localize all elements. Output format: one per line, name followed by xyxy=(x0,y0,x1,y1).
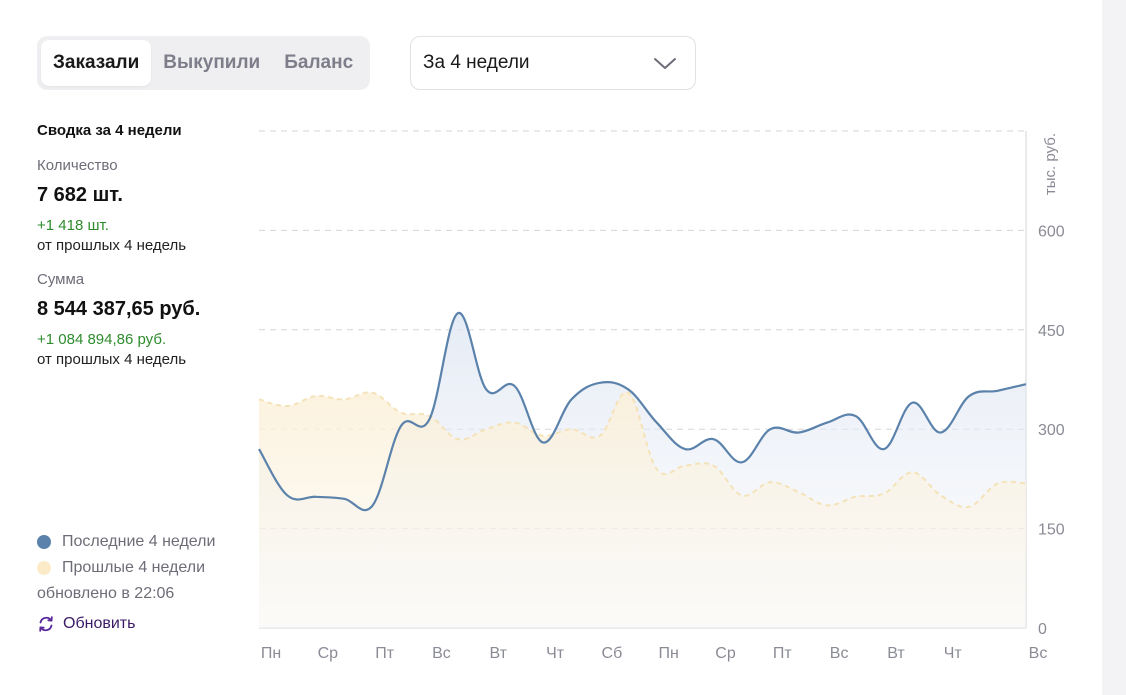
legend-dot-current xyxy=(37,535,51,549)
y-axis-ticks: 0 150 300 450 600 xyxy=(1038,223,1065,638)
x-tick-label: Ср xyxy=(715,645,736,662)
series-lines xyxy=(258,312,1027,512)
legend-label-current: Последние 4 недели xyxy=(62,533,216,550)
quantity-label: Количество xyxy=(37,157,118,174)
legend-dot-previous xyxy=(37,561,51,575)
sum-label: Сумма xyxy=(37,271,85,288)
sum-delta: +1 084 894,86 руб. xyxy=(37,331,167,348)
x-tick-label: Пн xyxy=(659,645,679,662)
x-tick-label: Вт xyxy=(490,645,508,662)
legend-item-current: Последние 4 недели xyxy=(37,529,215,555)
refresh-icon xyxy=(39,616,53,632)
refresh-button[interactable]: Обновить xyxy=(37,615,215,633)
refresh-label: Обновить xyxy=(63,615,136,632)
y-tick-label: 0 xyxy=(1038,621,1047,638)
x-tick-label: Пн xyxy=(261,645,281,662)
updated-time: обновлено в 22:06 xyxy=(37,585,175,602)
summary-title: Сводка за 4 недели xyxy=(37,122,182,139)
sum-delta-caption: от прошлых 4 недель xyxy=(37,351,187,368)
chevron-down-icon xyxy=(654,58,676,69)
legend-item-previous: Прошлые 4 недели xyxy=(37,555,215,581)
x-tick-label: Вс xyxy=(432,645,451,662)
x-tick-label: Пт xyxy=(375,645,395,662)
legend-label-previous: Прошлые 4 недели xyxy=(62,559,206,576)
y-tick-label: 450 xyxy=(1038,323,1065,340)
y-axis-unit-label: тыс. руб. xyxy=(1042,133,1059,195)
y-tick-label: 600 xyxy=(1038,223,1065,240)
x-tick-label: Сб xyxy=(602,645,623,662)
y-tick-label: 300 xyxy=(1038,422,1065,439)
chart-legend: Последние 4 недели Прошлые 4 недели обно… xyxy=(37,529,215,633)
tab-balance[interactable]: Баланс xyxy=(284,52,354,73)
x-axis-ticks: Пн Ср Пт Вс Вт Чт Сб Пн Ср Пт Вс Вт Чт Вс xyxy=(261,645,1048,662)
series-areas xyxy=(259,312,1026,628)
quantity-delta-caption: от прошлых 4 недель xyxy=(37,237,187,254)
metric-tabs: Заказали Выкупили Баланс xyxy=(37,36,370,90)
period-select-value: За 4 недели xyxy=(423,52,530,73)
previous-series-line xyxy=(258,391,1027,509)
x-tick-label: Вт xyxy=(887,645,905,662)
quantity-delta: +1 418 шт. xyxy=(37,217,109,234)
previous-series-area xyxy=(259,392,1026,628)
x-tick-label: Чт xyxy=(944,645,963,662)
x-tick-label: Чт xyxy=(546,645,565,662)
x-tick-label: Ср xyxy=(318,645,339,662)
quantity-value: 7 682 шт. xyxy=(37,184,123,206)
period-select[interactable]: За 4 недели xyxy=(410,36,696,90)
tab-bought-out[interactable]: Выкупили xyxy=(163,52,261,73)
right-scroll-strip xyxy=(1102,0,1126,695)
y-tick-label: 150 xyxy=(1038,522,1065,539)
x-tick-label: Вс xyxy=(1029,645,1048,662)
summary-panel: Сводка за 4 недели Количество 7 682 шт. … xyxy=(37,120,247,370)
orders-chart: 0 150 300 450 600 Пн Ср Пт Вс Вт Чт Сб Пн Ср Пт Вс Вт Чт… xyxy=(258,130,1065,662)
x-tick-label: Вс xyxy=(830,645,849,662)
current-series-line xyxy=(258,312,1027,512)
x-tick-label: Пт xyxy=(773,645,793,662)
sum-value: 8 544 387,65 руб. xyxy=(37,298,201,320)
tab-ordered[interactable]: Заказали xyxy=(41,40,152,86)
